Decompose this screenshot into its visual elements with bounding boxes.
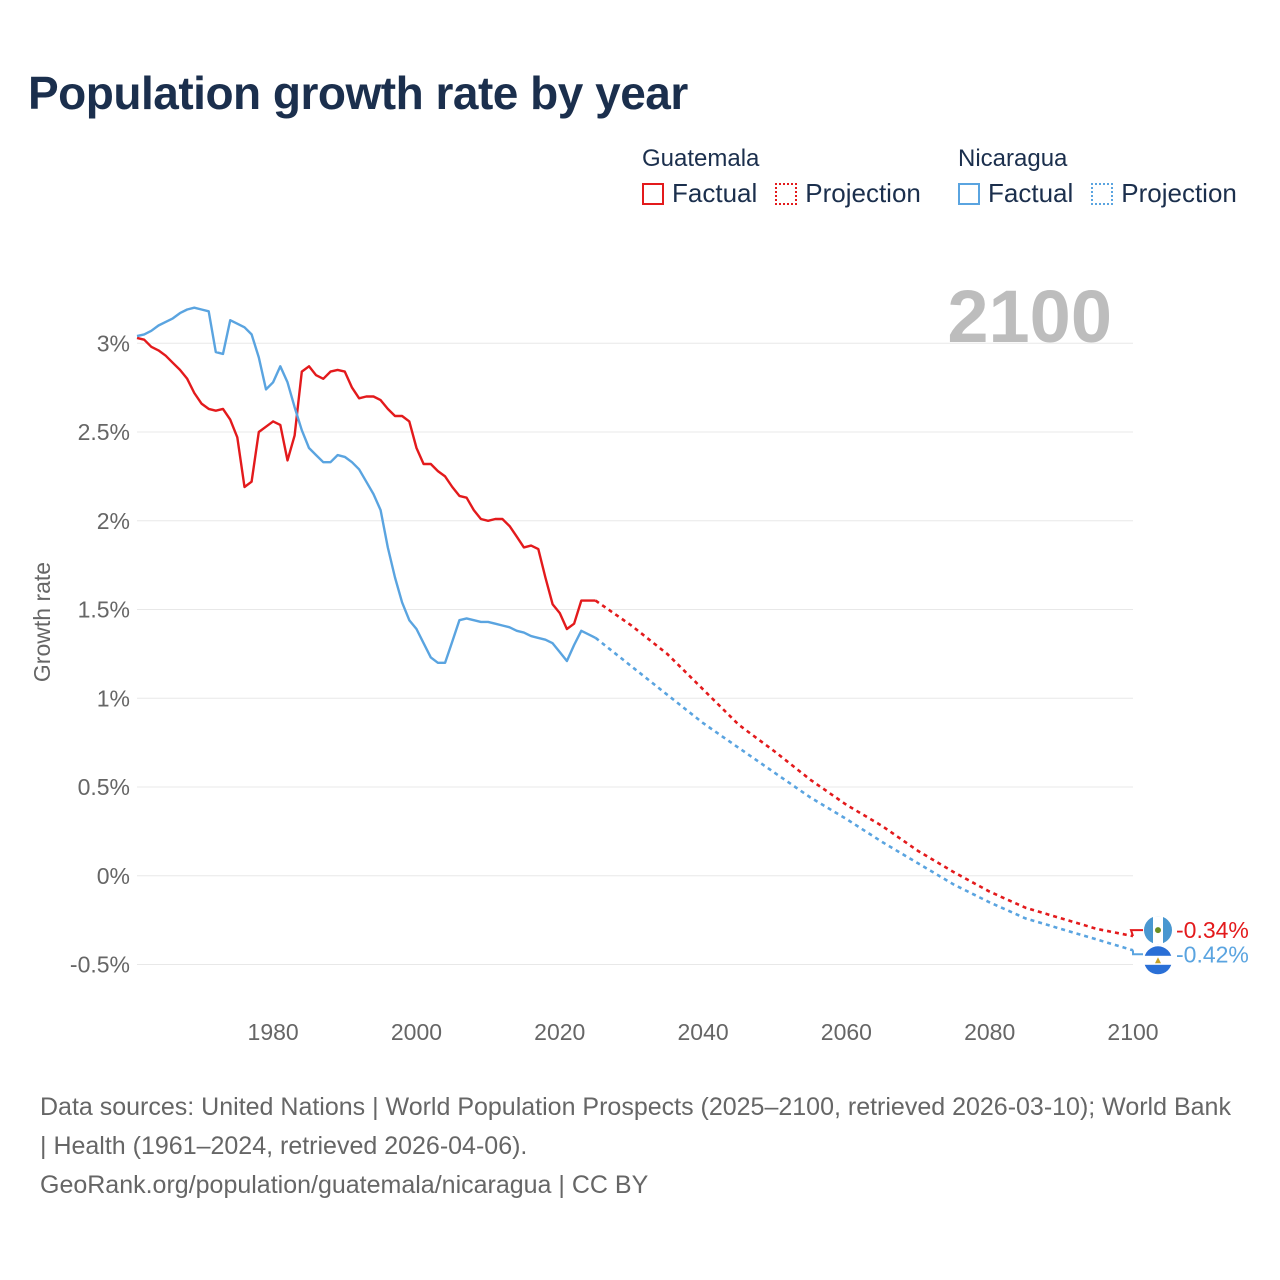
legend-label: Factual [988, 178, 1074, 208]
end-label-guatemala: -0.34% [1176, 917, 1249, 943]
footer: Data sources: United Nations | World Pop… [40, 1088, 1240, 1205]
line-chart: 2100 3% 2.5% 2% 1.5% 1% 0.5% 0% -0.5% 1980 2000 202… [29, 275, 1249, 1045]
flag-nicaragua-emblem [1155, 957, 1161, 964]
y-tick-label: 1.5% [78, 597, 130, 623]
x-tick-label: 2080 [964, 1019, 1015, 1045]
end-connector-nicaragua [1132, 950, 1143, 956]
legend-group-nicaragua: Nicaragua Factual Projection [958, 144, 1237, 209]
chart-title: Population growth rate by year [28, 67, 688, 119]
legend-item-guatemala-factual[interactable]: Factual [642, 178, 757, 209]
series-line-guatemala-factual [136, 336, 596, 631]
legend-country-guatemala: Guatemala [642, 145, 760, 172]
year-label: 2100 [947, 275, 1112, 358]
legend-label: Projection [1121, 178, 1237, 208]
y-axis-label: Growth rate [29, 562, 55, 682]
legend-swatch-solid-icon [958, 182, 980, 205]
x-tick-label: 2040 [677, 1019, 728, 1045]
legend-label: Factual [672, 178, 758, 208]
series-line-nicaragua-factual [136, 306, 597, 664]
footer-sources: Data sources: United Nations | World Pop… [40, 1093, 1231, 1160]
footer-credit[interactable]: GeoRank.org/population/guatemala/nicarag… [40, 1171, 649, 1199]
legend-group-guatemala: Guatemala Factual Projection [642, 144, 921, 209]
y-tick-label: 0% [97, 863, 130, 889]
x-tick-label: 2020 [534, 1019, 585, 1045]
x-tick-label: 2060 [821, 1019, 872, 1045]
y-tick-label: -0.5% [70, 952, 130, 978]
legend-label: Projection [805, 178, 921, 208]
legend-item-guatemala-projection[interactable]: Projection [775, 178, 921, 209]
y-tick-label: 3% [97, 330, 130, 356]
legend-swatch-dotted-icon [775, 182, 798, 205]
y-tick-label: 0.5% [78, 774, 130, 800]
end-label-nicaragua: -0.42% [1176, 941, 1249, 967]
legend-swatch-solid-icon [642, 182, 664, 205]
y-tick-label: 2% [97, 508, 130, 534]
legend-item-nicaragua-factual[interactable]: Factual [958, 178, 1073, 209]
legend-swatch-dotted-icon [1091, 182, 1114, 205]
flag-guatemala-emblem [1155, 927, 1161, 934]
series-line-guatemala-projection [594, 599, 1134, 938]
legend-item-nicaragua-projection[interactable]: Projection [1091, 178, 1237, 209]
x-tick-label: 2100 [1107, 1019, 1158, 1045]
x-tick-label: 1980 [248, 1019, 299, 1045]
y-tick-label: 2.5% [78, 419, 130, 445]
y-tick-label: 1% [97, 685, 130, 711]
legend-country-nicaragua: Nicaragua [958, 145, 1068, 172]
series-line-nicaragua-projection [594, 636, 1134, 952]
end-connector-guatemala [1129, 929, 1143, 937]
x-tick-label: 2000 [391, 1019, 442, 1045]
